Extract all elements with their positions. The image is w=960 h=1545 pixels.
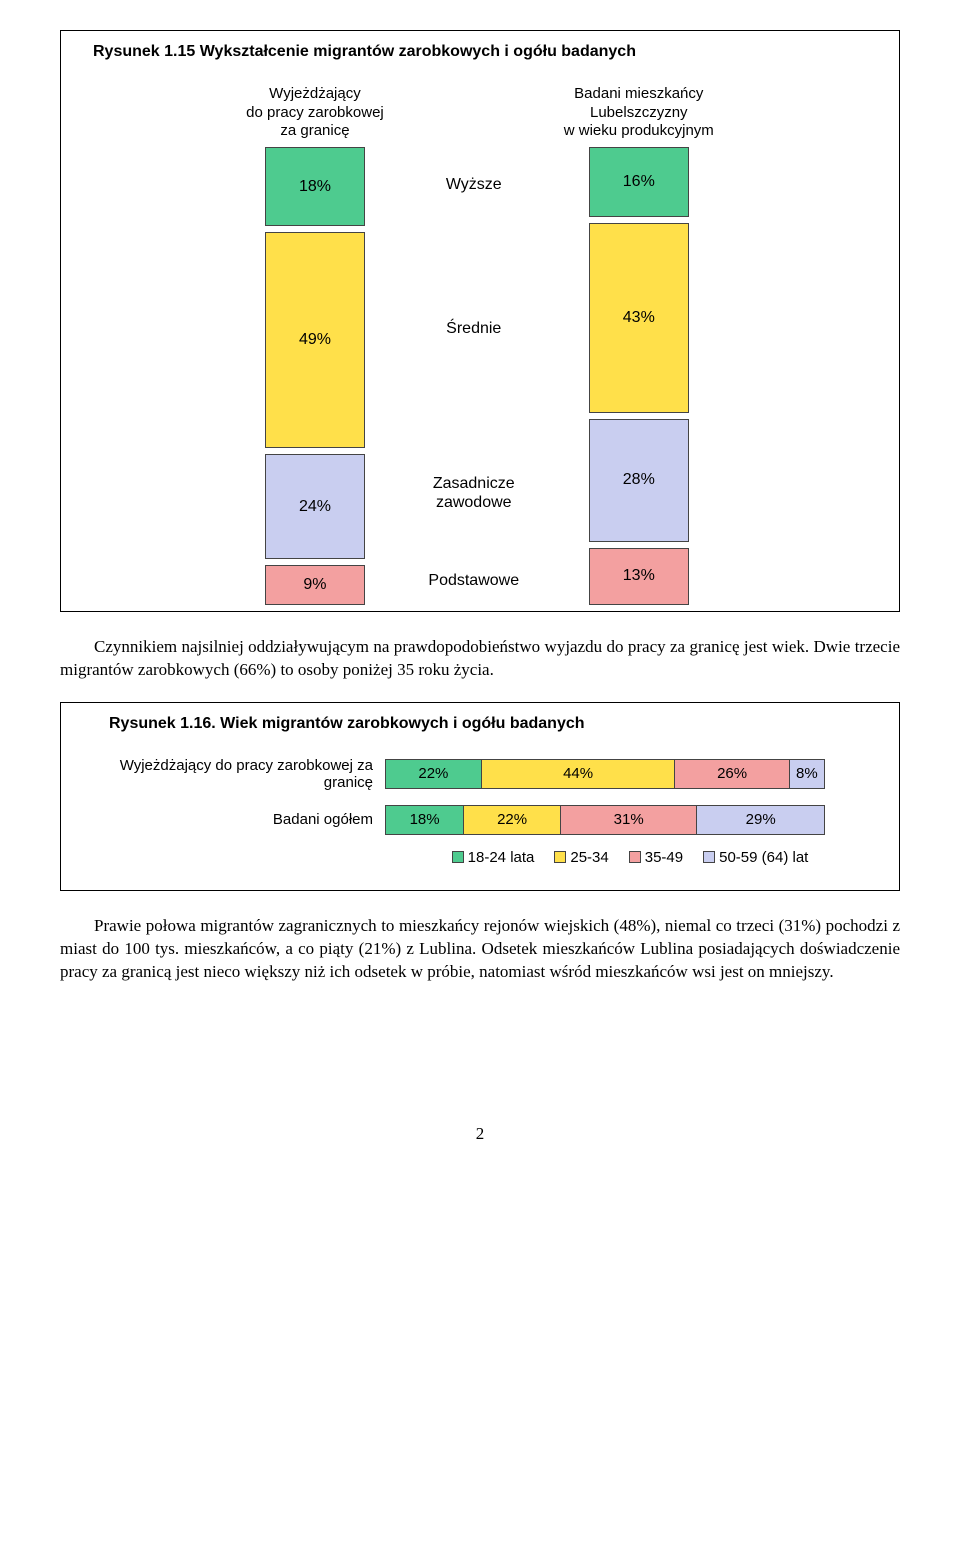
legend-swatch-0 xyxy=(452,851,464,863)
seg-left-1: 49% xyxy=(265,232,365,448)
figure-1-title: Rysunek 1.15 Wykształcenie migrantów zar… xyxy=(93,43,875,61)
paragraph-1: Czynnikiem najsilniej oddziaływującym na… xyxy=(60,636,900,682)
seg-label-3: Podstawowe xyxy=(424,557,524,605)
figure-2-title: Rysunek 1.16. Wiek migrantów zarobkowych… xyxy=(109,715,875,733)
legend-label-0: 18-24 lata xyxy=(468,849,535,866)
legend-item-2: 35-49 xyxy=(629,849,683,866)
seg-label-2: Zasadnicze zawodowe xyxy=(424,436,524,550)
bar-row-0-label: Wyjeżdżający do pracy zarobkowej za gran… xyxy=(85,757,385,791)
bar-0-part-1: 44% xyxy=(482,759,676,789)
seg-label-1: Średnie xyxy=(424,228,524,430)
bar-row-1-label: Badani ogółem xyxy=(85,811,385,828)
bar-1-part-2: 31% xyxy=(561,805,697,835)
bar-row-1-bar: 18% 22% 31% 29% xyxy=(385,805,825,835)
legend-swatch-3 xyxy=(703,851,715,863)
legend-item-3: 50-59 (64) lat xyxy=(703,849,808,866)
seg-right-2: 28% xyxy=(589,419,689,542)
legend-label-1: 25-34 xyxy=(570,849,608,866)
bar-0-part-2: 26% xyxy=(675,759,789,789)
bar-0-part-0: 22% xyxy=(385,759,482,789)
col-right-header: Badani mieszkańcy Lubelszczyzny w wieku … xyxy=(564,81,714,141)
seg-left-0: 18% xyxy=(265,147,365,226)
seg-left-2: 24% xyxy=(265,454,365,560)
bar-1-part-3: 29% xyxy=(697,805,825,835)
bar-0-part-3: 8% xyxy=(790,759,825,789)
legend-swatch-1 xyxy=(554,851,566,863)
col-right: Badani mieszkańcy Lubelszczyzny w wieku … xyxy=(564,81,714,587)
bar-row-0-bar: 22% 44% 26% 8% xyxy=(385,759,825,789)
bar-1-part-0: 18% xyxy=(385,805,464,835)
bar-1-part-1: 22% xyxy=(464,805,561,835)
legend-label-3: 50-59 (64) lat xyxy=(719,849,808,866)
legend-swatch-2 xyxy=(629,851,641,863)
page-number: 2 xyxy=(60,1124,900,1144)
figure-1-chart: Wyjeżdżający do pracy zarobkowej za gran… xyxy=(85,81,875,587)
col-left-stack: 18% 49% 24% 9% xyxy=(265,147,365,587)
legend-item-1: 25-34 xyxy=(554,849,608,866)
seg-right-1: 43% xyxy=(589,223,689,412)
col-right-stack: 16% 43% 28% 13% xyxy=(589,147,689,587)
legend-item-0: 18-24 lata xyxy=(452,849,535,866)
col-labels-stack: Wyższe Średnie Zasadnicze zawodowe Podst… xyxy=(424,147,524,587)
col-labels: Wyższe Średnie Zasadnicze zawodowe Podst… xyxy=(414,81,534,587)
seg-label-0: Wyższe xyxy=(424,147,524,222)
seg-right-3: 13% xyxy=(589,548,689,605)
paragraph-2: Prawie połowa migrantów zagranicznych to… xyxy=(60,915,900,984)
bar-row-0: Wyjeżdżający do pracy zarobkowej za gran… xyxy=(85,757,875,791)
col-left-header: Wyjeżdżający do pracy zarobkowej za gran… xyxy=(246,81,384,141)
bar-row-1: Badani ogółem 18% 22% 31% 29% xyxy=(85,805,875,835)
col-left: Wyjeżdżający do pracy zarobkowej za gran… xyxy=(246,81,384,587)
figure-2-box: Rysunek 1.16. Wiek migrantów zarobkowych… xyxy=(60,702,900,891)
seg-left-3: 9% xyxy=(265,565,365,605)
legend-label-2: 35-49 xyxy=(645,849,683,866)
seg-right-0: 16% xyxy=(589,147,689,217)
figure-2-legend: 18-24 lata 25-34 35-49 50-59 (64) lat xyxy=(385,849,875,866)
figure-1-box: Rysunek 1.15 Wykształcenie migrantów zar… xyxy=(60,30,900,612)
